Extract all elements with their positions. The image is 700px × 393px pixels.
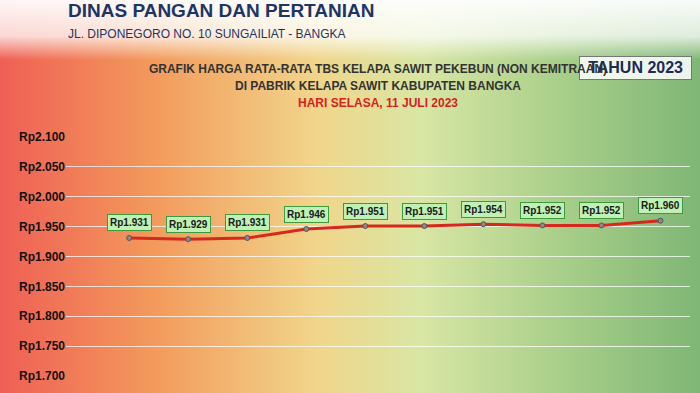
svg-text:Rp1.929: Rp1.929: [169, 219, 208, 230]
svg-text:Rp1.700: Rp1.700: [19, 369, 65, 383]
html-text:DINAS PANGAN DAN PERTANIAN: DINAS PANGAN DAN PERTANIAN: [68, 0, 375, 21]
svg-text:Rp1.850: Rp1.850: [19, 280, 65, 294]
svg-text:Rp1.951: Rp1.951: [346, 206, 385, 217]
svg-text:Rp1.931: Rp1.931: [110, 217, 149, 228]
svg-text:Rp1.900: Rp1.900: [19, 250, 65, 264]
svg-text:Rp1.750: Rp1.750: [19, 339, 65, 353]
svg-text:Rp1.946: Rp1.946: [287, 209, 326, 220]
svg-text:Rp1.952: Rp1.952: [582, 205, 621, 216]
svg-text:Rp2.000: Rp2.000: [19, 190, 65, 204]
html-text:HARI SELASA, 11 JULI 2023: HARI SELASA, 11 JULI 2023: [298, 96, 458, 110]
svg-text:Rp1.951: Rp1.951: [405, 206, 444, 217]
html-text:JL. DIPONEGORO NO. 10 SUNGAILI: JL. DIPONEGORO NO. 10 SUNGAILIAT - BANGK…: [68, 27, 346, 41]
svg-text:Rp1.954: Rp1.954: [464, 204, 503, 215]
svg-text:Rp2.100: Rp2.100: [19, 130, 65, 144]
svg-text:Rp1.800: Rp1.800: [19, 309, 65, 323]
svg-text:Rp1.931: Rp1.931: [228, 217, 267, 228]
svg-text:Rp1.952: Rp1.952: [523, 205, 562, 216]
svg-text:Rp2.050: Rp2.050: [19, 160, 65, 174]
svg-text:Rp1.960: Rp1.960: [641, 200, 680, 211]
svg-text:Rp1.950: Rp1.950: [19, 220, 65, 234]
html-text:GRAFIK HARGA RATA-RATA TBS KEL: GRAFIK HARGA RATA-RATA TBS KELAPA SAWIT …: [148, 62, 608, 76]
html-text:TAHUN 2023: TAHUN 2023: [588, 59, 683, 76]
html-text:DI PABRIK KELAPA SAWIT KABUPAT: DI PABRIK KELAPA SAWIT KABUPATEN BANGKA: [235, 79, 521, 93]
